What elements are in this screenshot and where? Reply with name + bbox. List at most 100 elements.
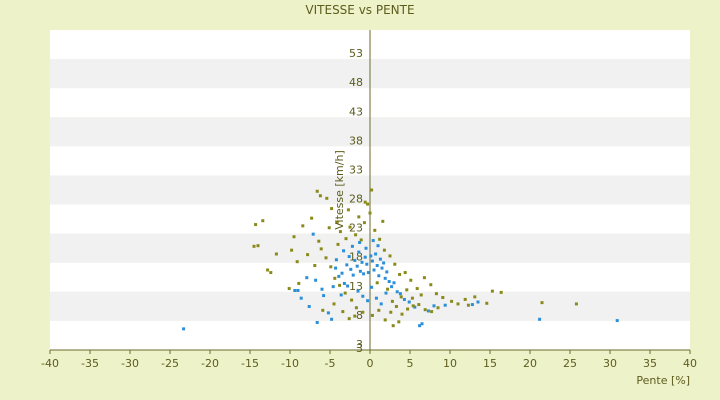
- data-point: [301, 224, 305, 228]
- data-point: [388, 254, 392, 258]
- data-point: [397, 320, 401, 324]
- data-point: [432, 304, 436, 308]
- data-point: [362, 221, 366, 225]
- data-point: [347, 317, 351, 321]
- y-tick-label: 3: [356, 338, 363, 351]
- data-point: [370, 285, 374, 289]
- data-point: [354, 233, 358, 237]
- x-tick-label: -40: [41, 357, 59, 370]
- data-point: [317, 239, 321, 243]
- data-point: [463, 297, 467, 301]
- data-point: [256, 244, 260, 248]
- data-point: [382, 261, 386, 265]
- y-tick-label: 33: [349, 163, 363, 176]
- data-point: [310, 216, 314, 220]
- data-point: [336, 242, 340, 246]
- data-point: [405, 288, 409, 292]
- data-point: [370, 259, 374, 263]
- data-point: [361, 294, 365, 298]
- data-point: [371, 239, 375, 243]
- data-point: [363, 255, 367, 259]
- data-point: [343, 291, 347, 295]
- data-point: [315, 320, 319, 324]
- data-point: [364, 246, 368, 250]
- y-tick-label: 43: [349, 105, 363, 118]
- data-point: [391, 324, 395, 328]
- data-point: [358, 240, 362, 244]
- data-point: [470, 303, 474, 307]
- data-point: [353, 258, 357, 262]
- x-axis-title: Pente [%]: [636, 374, 690, 387]
- data-point: [372, 268, 376, 272]
- data-point: [443, 303, 447, 307]
- x-tick-label: -30: [121, 357, 139, 370]
- data-point: [419, 293, 423, 297]
- x-tick-label: 35: [643, 357, 657, 370]
- data-point: [340, 271, 344, 275]
- data-point: [360, 260, 364, 264]
- y-tick-label: 3: [356, 342, 363, 355]
- chart-title: VITESSE vs PENTE: [305, 3, 414, 17]
- data-point: [398, 272, 402, 276]
- data-point: [357, 215, 361, 219]
- data-point: [374, 296, 378, 300]
- data-point: [456, 302, 460, 306]
- y-tick-label: 53: [349, 47, 363, 60]
- data-point: [326, 311, 330, 315]
- data-point: [293, 288, 297, 292]
- data-point: [383, 318, 387, 322]
- data-point: [540, 301, 544, 305]
- x-tick-label: -15: [241, 357, 259, 370]
- data-point: [400, 312, 404, 316]
- data-point: [330, 317, 334, 321]
- data-point: [355, 264, 359, 268]
- data-point: [337, 274, 341, 278]
- data-point: [296, 288, 300, 292]
- data-point: [615, 319, 619, 323]
- data-point: [398, 292, 402, 296]
- x-tick-label: 20: [523, 357, 537, 370]
- data-point: [389, 310, 393, 314]
- data-point: [306, 253, 310, 257]
- data-point: [342, 281, 346, 285]
- data-point: [349, 267, 353, 271]
- data-point: [417, 303, 421, 307]
- data-point: [476, 300, 480, 304]
- data-point: [322, 294, 326, 298]
- data-point: [319, 247, 323, 251]
- data-point: [359, 238, 363, 242]
- data-point: [338, 283, 342, 287]
- data-point: [384, 291, 388, 295]
- data-point: [377, 308, 381, 312]
- x-tick-label: 30: [603, 357, 617, 370]
- y-tick-label: 38: [349, 134, 363, 147]
- data-point: [409, 278, 413, 282]
- data-point: [370, 313, 374, 317]
- data-point: [366, 299, 370, 303]
- data-point: [368, 211, 372, 215]
- data-point: [420, 322, 424, 326]
- data-point: [345, 263, 349, 267]
- y-tick-label: 48: [349, 76, 363, 89]
- data-point: [423, 308, 427, 312]
- x-tick-label: -5: [325, 357, 336, 370]
- data-point: [366, 202, 370, 206]
- data-point: [324, 256, 328, 260]
- data-point: [410, 296, 414, 300]
- data-point: [261, 219, 265, 223]
- y-tick-label: 18: [349, 251, 363, 264]
- data-point: [376, 244, 380, 248]
- data-point: [434, 292, 438, 296]
- data-point: [392, 281, 396, 285]
- x-tick-label: 10: [443, 357, 457, 370]
- data-point: [387, 280, 391, 284]
- data-point: [321, 308, 325, 312]
- data-point: [390, 299, 394, 303]
- data-point: [426, 309, 430, 313]
- x-tick-label: 5: [407, 357, 414, 370]
- data-point: [369, 254, 373, 258]
- data-point: [399, 295, 403, 299]
